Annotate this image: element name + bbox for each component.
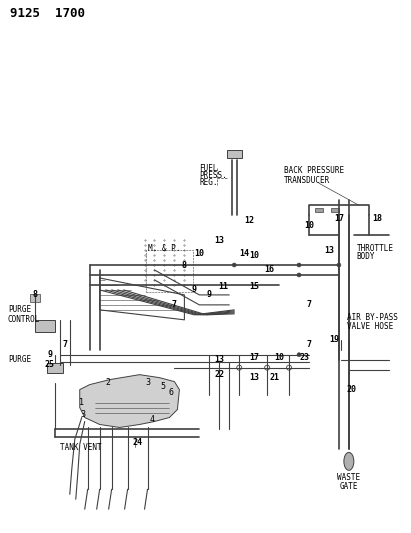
- Text: 18: 18: [372, 214, 382, 223]
- Text: 17: 17: [334, 214, 344, 223]
- Bar: [35, 320, 55, 332]
- Circle shape: [286, 365, 291, 370]
- Text: 4: 4: [150, 415, 155, 424]
- Text: 9: 9: [47, 350, 52, 359]
- Text: THROTTLE: THROTTLE: [357, 244, 394, 253]
- Text: 12: 12: [244, 216, 254, 224]
- Text: 20: 20: [347, 385, 357, 394]
- Text: FUEL: FUEL: [199, 164, 218, 173]
- Text: PRESS.: PRESS.: [199, 171, 227, 180]
- Text: PURGE: PURGE: [8, 355, 31, 364]
- Text: CONTROL: CONTROL: [8, 316, 40, 324]
- Text: 3: 3: [145, 378, 150, 387]
- Text: 7: 7: [62, 340, 67, 349]
- Circle shape: [297, 263, 301, 267]
- Text: 25: 25: [45, 360, 55, 369]
- Text: TRANSDUCER: TRANSDUCER: [284, 176, 330, 185]
- Text: 3: 3: [80, 410, 85, 419]
- Text: WASTE: WASTE: [337, 473, 360, 482]
- Text: 23: 23: [299, 353, 309, 362]
- Text: 9: 9: [192, 286, 197, 294]
- Polygon shape: [80, 375, 180, 427]
- Text: 24: 24: [133, 438, 143, 447]
- Text: 15: 15: [249, 282, 259, 292]
- Text: 17: 17: [249, 353, 259, 362]
- Text: 8: 8: [182, 261, 187, 270]
- Text: 13: 13: [214, 355, 224, 364]
- Text: 22: 22: [214, 370, 224, 379]
- Bar: [47, 362, 63, 373]
- Text: 9125  1700: 9125 1700: [10, 7, 85, 20]
- Text: 21: 21: [269, 373, 279, 382]
- Circle shape: [297, 273, 301, 277]
- Text: 6: 6: [169, 388, 174, 397]
- Text: 13: 13: [214, 236, 224, 245]
- Text: 10: 10: [304, 221, 314, 230]
- Bar: [30, 294, 40, 302]
- Text: 19: 19: [329, 335, 339, 344]
- Bar: [315, 208, 323, 212]
- Text: 7: 7: [307, 340, 312, 349]
- Circle shape: [337, 263, 341, 267]
- Text: 14: 14: [239, 248, 249, 257]
- Circle shape: [297, 353, 301, 357]
- Text: 10: 10: [249, 251, 259, 260]
- Text: 10: 10: [274, 353, 284, 362]
- Text: 1: 1: [79, 398, 84, 407]
- Ellipse shape: [344, 453, 354, 470]
- Bar: [227, 150, 242, 158]
- Text: 5: 5: [160, 382, 165, 391]
- Text: PURGE: PURGE: [8, 305, 31, 314]
- Text: 9: 9: [207, 290, 212, 300]
- Text: 8: 8: [32, 290, 37, 300]
- Text: 11: 11: [218, 282, 228, 292]
- Text: BODY: BODY: [357, 252, 375, 261]
- Bar: [145, 250, 193, 292]
- Circle shape: [265, 365, 270, 370]
- Text: 13: 13: [324, 246, 334, 255]
- Text: M. & P.: M. & P.: [148, 244, 180, 253]
- Text: 10: 10: [194, 248, 204, 257]
- Text: AIR BY-PASS: AIR BY-PASS: [347, 313, 398, 322]
- Text: TANK VENT: TANK VENT: [60, 443, 102, 452]
- Circle shape: [237, 365, 242, 370]
- Text: REG.: REG.: [199, 178, 218, 187]
- Text: 13: 13: [249, 373, 259, 382]
- Text: 16: 16: [264, 265, 274, 274]
- Text: 7: 7: [172, 301, 177, 309]
- Text: GATE: GATE: [339, 482, 358, 491]
- Text: BACK PRESSURE: BACK PRESSURE: [284, 166, 344, 175]
- Bar: [331, 208, 339, 212]
- Text: 2: 2: [105, 378, 110, 387]
- Text: VALVE HOSE: VALVE HOSE: [347, 322, 393, 332]
- Text: 7: 7: [307, 301, 312, 309]
- Circle shape: [232, 263, 236, 267]
